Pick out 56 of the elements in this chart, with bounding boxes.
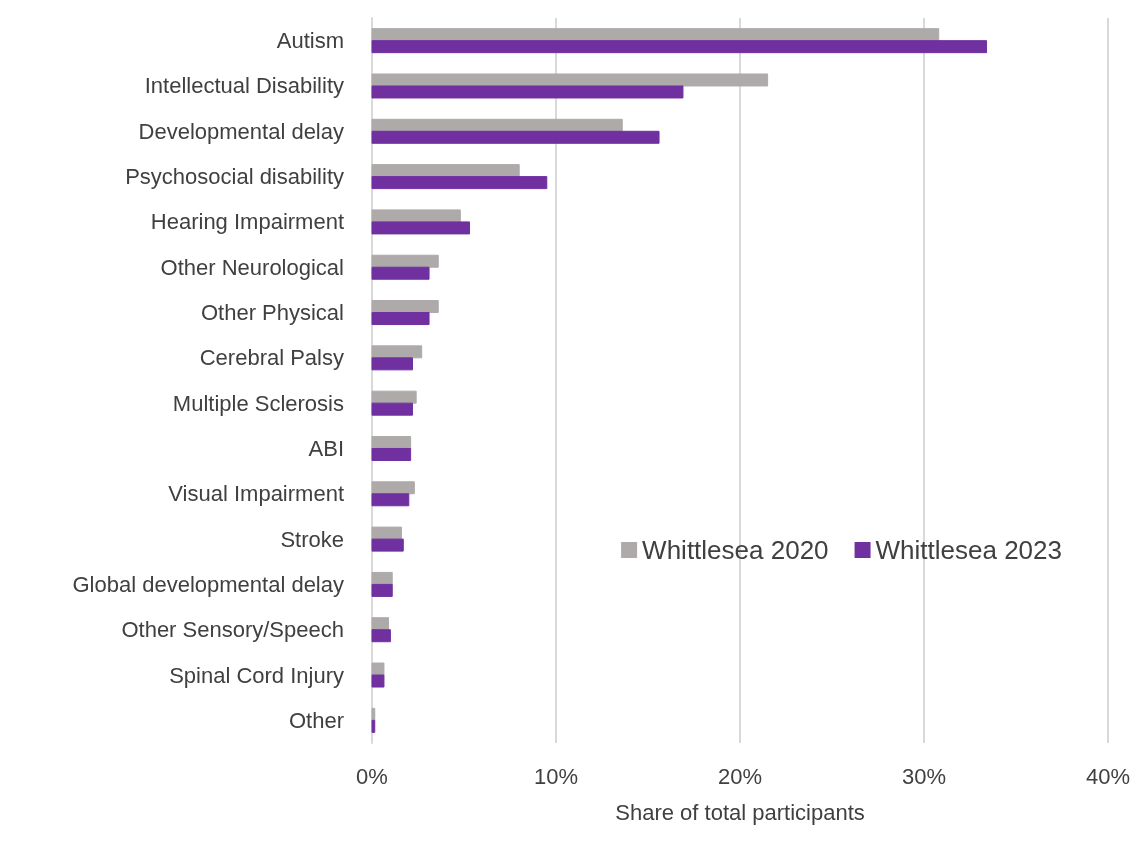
bar [371, 130, 660, 144]
bar [371, 390, 417, 404]
bar [371, 526, 402, 540]
bar [371, 481, 415, 495]
bar [371, 571, 393, 585]
y-tick-label: Other Neurological [160, 254, 344, 280]
x-axis-title: Share of total participants [615, 799, 865, 825]
bar [371, 538, 404, 552]
bar [371, 674, 385, 688]
y-tick-label: Developmental delay [138, 118, 344, 144]
y-tick-label: Multiple Sclerosis [172, 390, 344, 416]
bar [371, 28, 940, 42]
bar [371, 629, 391, 643]
legend-label: Whittlesea 2020 [642, 535, 829, 565]
bar [371, 617, 390, 631]
bar [371, 300, 439, 314]
y-tick-label: Stroke [280, 526, 344, 552]
y-tick-label: Global developmental delay [72, 571, 344, 597]
bar [371, 254, 439, 268]
bar [371, 402, 413, 416]
x-tick-label: 0% [356, 763, 388, 789]
y-tick-label: Visual Impairment [168, 481, 344, 507]
x-tick-label: 40% [1085, 763, 1131, 789]
bar [371, 73, 769, 87]
y-tick-label: Other Physical [200, 300, 344, 326]
x-tick-label: 30% [901, 763, 947, 789]
y-tick-label: Spinal Cord Injury [169, 662, 344, 688]
bar [371, 266, 430, 280]
y-tick-label: ABI [308, 435, 344, 461]
y-tick-label: Psychosocial disability [125, 164, 344, 190]
bar [371, 719, 376, 733]
bar [371, 583, 393, 597]
bar [371, 118, 623, 132]
y-tick-label: Autism [276, 28, 344, 54]
legend-label: Whittlesea 2023 [875, 535, 1063, 565]
x-tick-label: 10% [533, 763, 579, 789]
bar [371, 357, 413, 371]
bar [371, 209, 461, 223]
bar [371, 164, 520, 178]
bar [371, 345, 423, 359]
bar [371, 221, 471, 235]
x-tick-label: 20% [717, 763, 763, 789]
bar [371, 662, 385, 676]
y-tick-label: Other Sensory/Speech [121, 617, 344, 643]
bar [371, 312, 430, 326]
bar [371, 40, 988, 54]
y-tick-label: Hearing Impairment [150, 209, 344, 235]
y-tick-label: Intellectual Disability [144, 73, 344, 99]
bar [371, 707, 376, 721]
y-tick-label: Cerebral Palsy [199, 345, 344, 371]
bar [371, 85, 684, 99]
bar [371, 435, 412, 449]
bar [371, 493, 410, 507]
y-tick-label: Other [288, 707, 344, 733]
bar [371, 176, 548, 190]
bar [371, 447, 412, 461]
